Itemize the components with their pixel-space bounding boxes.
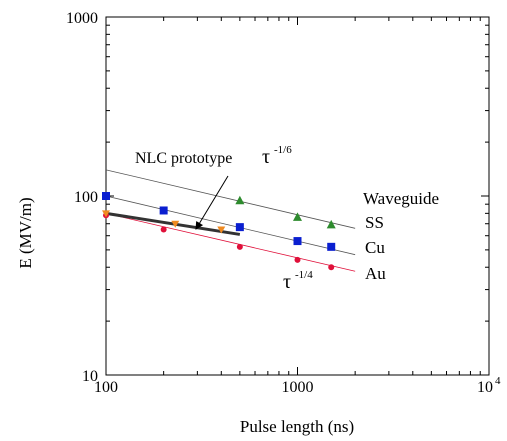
- point-au: [294, 256, 301, 263]
- legend-entry-au: Au: [365, 264, 386, 283]
- tau-sixth-exponent: -1/6: [274, 144, 292, 156]
- legend-title: Waveguide: [363, 189, 439, 208]
- y-tick-label: 10: [82, 368, 98, 385]
- fit-lines: [105, 169, 356, 272]
- point-cu: [293, 237, 302, 246]
- tau-sixth-base: τ: [262, 146, 270, 168]
- tau-quarter-base: τ: [283, 271, 291, 293]
- x-tick-label-exponent: 4: [495, 375, 501, 387]
- fit-line-cu: [105, 195, 356, 256]
- point-ss: [326, 219, 336, 229]
- y-axis-label: E (MV/m): [16, 197, 35, 268]
- nlc-prototype-label: NLC prototype: [135, 150, 232, 167]
- point-cu: [235, 223, 244, 232]
- tau-quarter-exponent: -1/4: [295, 269, 313, 281]
- x-tick-label: 100: [94, 379, 118, 396]
- fit-line-ss: [105, 169, 356, 229]
- data-points: [102, 192, 336, 271]
- point-ss: [235, 195, 245, 205]
- point-ss: [293, 212, 302, 221]
- axis-ticks: [105, 17, 489, 376]
- fit-line-au: [105, 212, 356, 272]
- point-au: [160, 226, 167, 233]
- point-cu: [102, 192, 110, 200]
- x-tick-label-base: 10: [477, 379, 493, 396]
- y-tick-label: 1000: [66, 10, 98, 27]
- legend-entry-ss: SS: [365, 213, 384, 232]
- point-nlc-prototype: [171, 220, 180, 228]
- point-nlc-prototype: [102, 210, 110, 218]
- legend-entry-cu: Cu: [365, 238, 385, 257]
- point-au: [236, 243, 243, 250]
- fit-line-nlc-prototype: [105, 211, 241, 236]
- x-tick-label: 1000: [282, 379, 314, 396]
- point-cu: [327, 242, 336, 251]
- point-au: [328, 264, 335, 271]
- nlc-arrow: [195, 175, 229, 230]
- point-cu: [159, 206, 168, 215]
- point-nlc-prototype: [217, 226, 226, 234]
- y-tick-label: 100: [74, 189, 98, 206]
- x-axis-label: Pulse length (ns): [240, 417, 354, 436]
